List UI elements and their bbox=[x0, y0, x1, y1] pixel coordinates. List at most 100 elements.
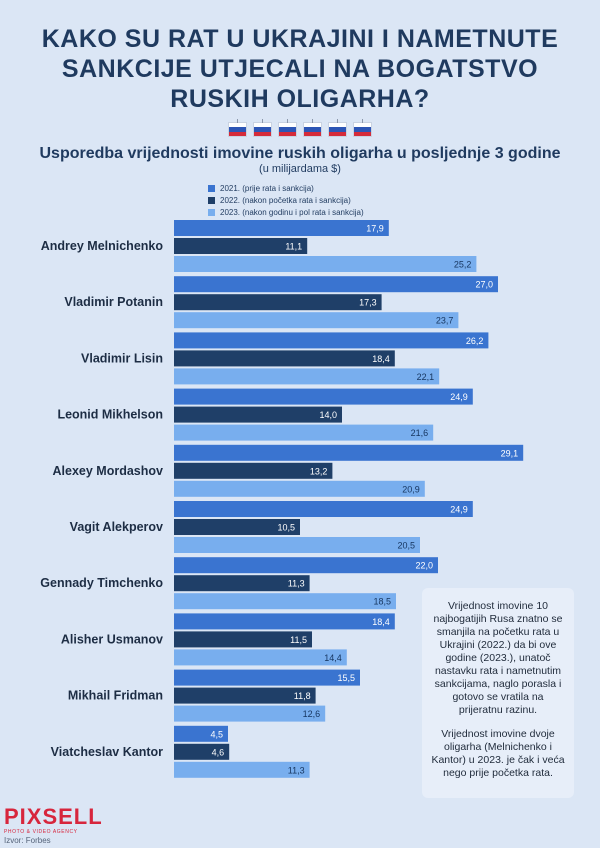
russian-flag-icon bbox=[328, 119, 347, 137]
category-label: Vladimir Lisin bbox=[81, 351, 163, 365]
bar-2022 bbox=[174, 294, 382, 311]
category-label: Mikhail Fridman bbox=[68, 689, 163, 703]
bar-value-label: 11,8 bbox=[294, 691, 311, 701]
category-label: Vladimir Potanin bbox=[64, 295, 163, 309]
bar-value-label: 20,5 bbox=[397, 541, 415, 551]
russian-flag-icon bbox=[253, 119, 272, 137]
legend-swatch-2021 bbox=[208, 184, 215, 192]
bar-value-label: 27,0 bbox=[475, 280, 493, 290]
pixsell-logo: PIXSELL PHOTO & VIDEO AGENCY bbox=[4, 804, 103, 836]
logo-main-text: PIXSELL bbox=[4, 804, 103, 829]
bar-value-label: 24,9 bbox=[450, 505, 468, 515]
russian-flag-icon bbox=[303, 119, 322, 137]
info-note: Vrijednost imovine 10 najbogatijih Rusa … bbox=[422, 588, 574, 798]
legend-label-2022: 2022. (nakon početka rata i sankcija) bbox=[220, 195, 351, 205]
legend-label-2023: 2023. (nakon godinu i pol rata i sankcij… bbox=[220, 207, 364, 217]
legend-item-2023: 2023. (nakon godinu i pol rata i sankcij… bbox=[208, 206, 364, 218]
chart-unit: (u milijardama $) bbox=[259, 163, 341, 175]
bar-value-label: 18,4 bbox=[372, 354, 390, 364]
bar-value-label: 4,6 bbox=[212, 747, 225, 757]
legend-item-2021: 2021. (prije rata i sankcija) bbox=[208, 182, 364, 194]
bar-2023 bbox=[174, 705, 326, 722]
bar-value-label: 18,5 bbox=[373, 597, 391, 607]
category-label: Vagit Alekperov bbox=[70, 520, 163, 534]
logo-sub-text: PHOTO & VIDEO AGENCY bbox=[4, 829, 78, 835]
category-label: Alisher Usmanov bbox=[61, 632, 163, 646]
bar-value-label: 11,5 bbox=[290, 635, 307, 645]
category-label: Viatcheslav Kantor bbox=[51, 745, 163, 759]
bar-value-label: 22,0 bbox=[415, 561, 433, 571]
title-line-2: SANKCIJE UTJECALI NA BOGATSTVO bbox=[61, 55, 539, 83]
bar-value-label: 12,6 bbox=[303, 709, 321, 719]
bar-value-label: 22,1 bbox=[417, 372, 435, 382]
note-paragraph-2: Vrijednost imovine dvoje oligarha (Melni… bbox=[431, 728, 565, 779]
bar-2023 bbox=[174, 256, 477, 272]
bar-2021 bbox=[174, 388, 473, 405]
bar-2022 bbox=[174, 575, 310, 592]
bar-2021 bbox=[174, 613, 395, 630]
bar-2021 bbox=[174, 501, 473, 517]
category-label: Alexey Mordashov bbox=[53, 464, 164, 478]
category-label: Andrey Melnichenko bbox=[41, 239, 164, 253]
source-credit: Izvor: Forbes bbox=[4, 836, 51, 845]
bar-value-label: 24,9 bbox=[450, 392, 468, 402]
bar-value-label: 25,2 bbox=[454, 260, 472, 270]
bar-value-label: 14,4 bbox=[324, 653, 342, 663]
bar-2021 bbox=[174, 276, 498, 293]
bar-2021 bbox=[174, 332, 489, 349]
chart-legend: 2021. (prije rata i sankcija) 2022. (nak… bbox=[208, 182, 364, 218]
bar-2021 bbox=[174, 725, 228, 742]
bar-2022 bbox=[174, 350, 395, 367]
bar-2022 bbox=[174, 406, 342, 423]
russian-flag-icon bbox=[228, 119, 247, 137]
bar-value-label: 13,2 bbox=[310, 466, 328, 476]
chart-subtitle: Usporedba vrijednosti imovine ruskih oli… bbox=[39, 145, 561, 162]
title-line-1: KAKO SU RAT U UKRAJINI I NAMETNUTE bbox=[41, 25, 559, 53]
russian-flag-icon bbox=[278, 119, 297, 137]
bar-value-label: 15,5 bbox=[337, 673, 355, 683]
flag-garland bbox=[0, 119, 600, 137]
bar-2021 bbox=[174, 220, 389, 236]
bar-value-label: 4,5 bbox=[210, 729, 223, 739]
bar-2023 bbox=[174, 368, 440, 385]
bar-2023 bbox=[174, 480, 425, 497]
bar-value-label: 10,5 bbox=[277, 523, 295, 533]
bar-2022 bbox=[174, 462, 333, 479]
bar-2023 bbox=[174, 761, 310, 778]
bar-2023 bbox=[174, 593, 396, 610]
bar-value-label: 11,3 bbox=[288, 579, 305, 589]
russian-flag-icon bbox=[353, 119, 372, 137]
bar-value-label: 17,3 bbox=[359, 298, 377, 308]
bar-2022 bbox=[174, 238, 308, 254]
bar-value-label: 14,0 bbox=[319, 410, 337, 420]
bar-value-label: 20,9 bbox=[402, 484, 420, 494]
bar-value-label: 21,6 bbox=[411, 428, 429, 438]
bar-value-label: 17,9 bbox=[366, 224, 384, 234]
category-label: Leonid Mikhelson bbox=[57, 408, 163, 422]
category-label: Gennady Timchenko bbox=[40, 576, 163, 590]
bar-2021 bbox=[174, 444, 524, 461]
bar-value-label: 26,2 bbox=[466, 336, 484, 346]
bar-value-label: 11,3 bbox=[288, 765, 305, 775]
legend-swatch-2023 bbox=[208, 208, 215, 216]
bar-value-label: 11,1 bbox=[285, 242, 302, 252]
page-title: KAKO SU RAT U UKRAJINI I NAMETNUTE SANKC… bbox=[0, 24, 600, 114]
bar-value-label: 23,7 bbox=[436, 316, 454, 326]
bar-2021 bbox=[174, 669, 360, 686]
bar-2022 bbox=[174, 743, 230, 760]
bar-2023 bbox=[174, 312, 459, 329]
bar-2023 bbox=[174, 649, 347, 666]
bar-2023 bbox=[174, 424, 434, 441]
bar-2023 bbox=[174, 537, 420, 553]
bar-2022 bbox=[174, 631, 312, 648]
bar-2022 bbox=[174, 687, 316, 704]
title-line-3: RUSKIH OLIGARHA? bbox=[170, 85, 430, 113]
note-paragraph-1: Vrijednost imovine 10 najbogatijih Rusa … bbox=[433, 600, 563, 716]
legend-item-2022: 2022. (nakon početka rata i sankcija) bbox=[208, 194, 364, 206]
bar-2022 bbox=[174, 519, 300, 535]
bar-value-label: 18,4 bbox=[372, 617, 390, 627]
legend-label-2021: 2021. (prije rata i sankcija) bbox=[220, 183, 314, 193]
bar-2021 bbox=[174, 557, 438, 574]
legend-swatch-2022 bbox=[208, 196, 215, 204]
